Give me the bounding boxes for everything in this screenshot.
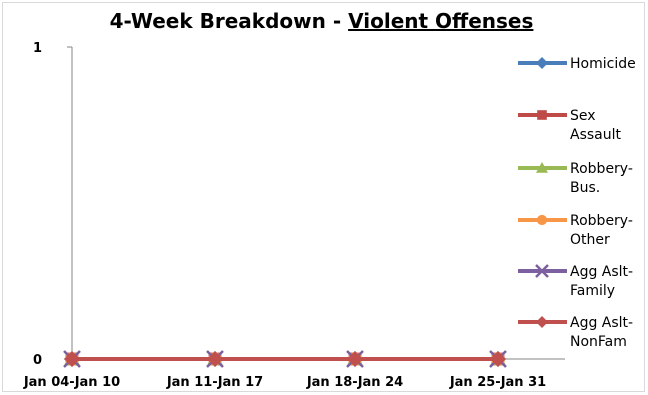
legend-label-4: Agg Aslt- — [570, 264, 633, 280]
legend-marker-3 — [536, 214, 548, 226]
chart-frame — [2, 2, 645, 392]
legend-label-5: Agg Aslt- — [570, 315, 633, 331]
data-point-s5 — [490, 351, 506, 367]
x-tick-label: Jan 18-Jan 24 — [306, 375, 403, 390]
x-tick-label: Jan 25-Jan 31 — [449, 375, 546, 390]
chart-title-prefix: 4-Week Breakdown - — [109, 9, 349, 33]
x-tick-label: Jan 11-Jan 17 — [166, 375, 263, 390]
data-point-s5 — [64, 351, 80, 367]
legend-marker-5 — [536, 316, 548, 328]
y-tick-label: 1 — [33, 41, 42, 56]
legend-label-1: Sex — [570, 108, 596, 124]
data-point-s5 — [207, 351, 223, 367]
x-tick-label: Jan 04-Jan 10 — [23, 375, 120, 390]
legend-label-3: Robbery- — [570, 213, 633, 229]
legend-marker-2 — [536, 162, 548, 173]
data-point-s5 — [347, 351, 363, 367]
chart-title: 4-Week Breakdown - Violent Offenses — [0, 9, 643, 33]
legend-label-3: Other — [570, 232, 610, 248]
legend-label-5: NonFam — [570, 334, 627, 350]
legend-label-1: Assault — [570, 127, 622, 143]
chart-title-emphasis: Violent Offenses — [348, 9, 534, 33]
legend-marker-4 — [535, 264, 549, 278]
legend-marker-1 — [537, 110, 547, 120]
legend-marker-0 — [536, 57, 548, 69]
legend-label-2: Robbery- — [570, 161, 633, 177]
legend-label-0: Homicide — [570, 56, 636, 72]
legend-label-2: Bus. — [570, 180, 600, 196]
legend-label-4: Family — [570, 283, 615, 299]
y-tick-label: 0 — [33, 353, 42, 368]
